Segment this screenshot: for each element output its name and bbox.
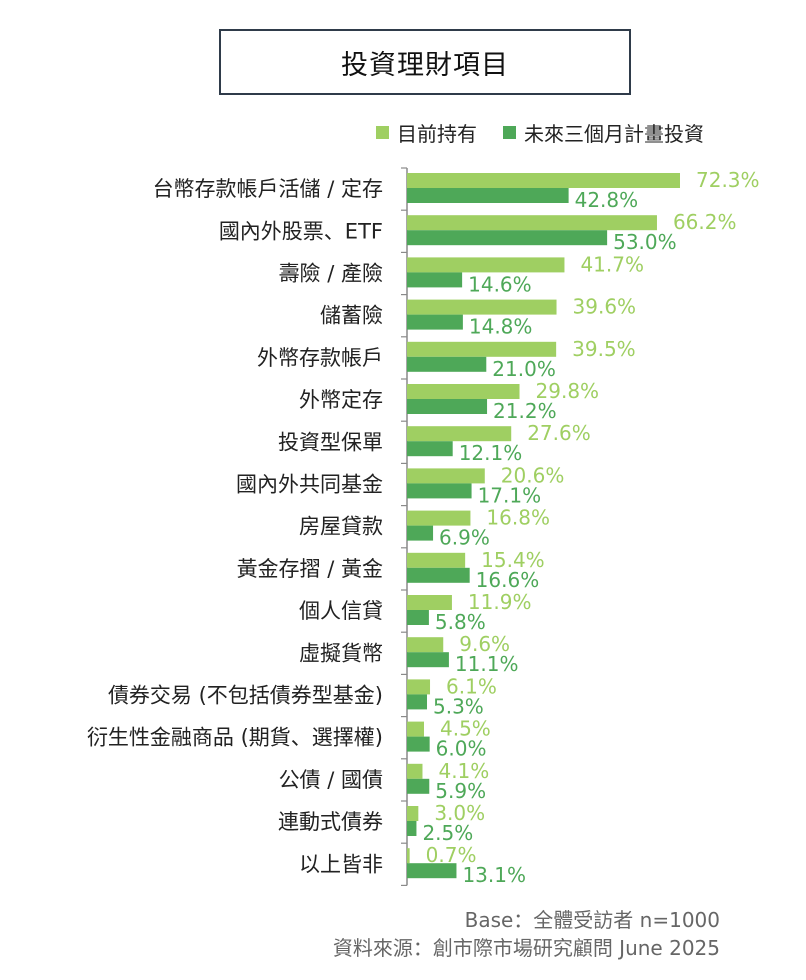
- data-label-planned: 42.8%: [575, 188, 639, 212]
- data-label-planned: 16.6%: [476, 568, 540, 592]
- bar-current: [407, 426, 512, 442]
- bar-current: [407, 257, 565, 273]
- bar-planned: [407, 441, 453, 457]
- data-label-planned: 17.1%: [478, 483, 542, 507]
- category-label: 外幣定存: [299, 388, 383, 412]
- bar-planned: [407, 778, 430, 794]
- bar-current: [407, 468, 485, 484]
- legend-label-planned: 未來三個月計畫投資: [524, 122, 704, 146]
- data-label-current: 27.6%: [527, 421, 591, 445]
- bar-current: [407, 848, 410, 864]
- bar-planned: [407, 483, 472, 499]
- data-label-current: 39.6%: [573, 295, 637, 319]
- footer-base: Base：全體受訪者 n=1000: [464, 908, 720, 932]
- data-label-planned: 21.2%: [493, 399, 557, 423]
- data-label-current: 39.5%: [572, 337, 636, 361]
- bar-current: [407, 384, 520, 399]
- bar-current: [407, 595, 452, 610]
- data-label-current: 15.4%: [481, 548, 545, 572]
- bar-planned: [407, 652, 449, 668]
- data-label-planned: 5.3%: [433, 694, 484, 718]
- data-label-current: 6.1%: [446, 674, 497, 698]
- bar-planned: [407, 399, 488, 414]
- bar-planned: [407, 694, 428, 710]
- data-label-planned: 2.5%: [422, 821, 473, 845]
- data-label-current: 4.5%: [440, 717, 491, 741]
- bar-chart: 台幣存款帳戶活儲 / 定存 72.3% 42.8% 國內外股票、ETF 66.2%53.…: [87, 167, 760, 887]
- data-label-planned: 12.1%: [459, 441, 523, 465]
- data-label-current: 4.1%: [438, 759, 489, 783]
- legend-swatch-current: [376, 126, 389, 139]
- bar-current: [407, 721, 424, 737]
- chart-title: 投資理財項目: [341, 49, 509, 81]
- chart-title-box: 投資理財項目: [219, 29, 631, 95]
- bar-current: [407, 215, 657, 231]
- category-label: 壽險 / 產險: [279, 262, 383, 286]
- bar-planned: [407, 610, 429, 625]
- data-label-current: 20.6%: [501, 463, 565, 487]
- bar-current: [407, 510, 471, 526]
- bar-planned: [407, 863, 457, 879]
- legend-swatch-planned: [503, 126, 516, 139]
- bar-planned: [407, 821, 417, 836]
- legend-item-current: 目前持有: [376, 118, 477, 147]
- bar-planned: [407, 356, 487, 372]
- data-label-current: 9.6%: [459, 632, 510, 656]
- bar-planned: [407, 230, 608, 246]
- data-label-current: 72.3%: [696, 168, 760, 192]
- data-label-planned: 13.1%: [462, 863, 526, 887]
- data-label-planned: 11.1%: [455, 652, 519, 676]
- data-label-current: 3.0%: [434, 801, 485, 825]
- data-label-planned: 14.6%: [468, 272, 532, 296]
- legend-item-planned: 未來三個月計畫投資: [503, 118, 704, 147]
- bar-current: [407, 806, 419, 821]
- bar-planned: [407, 272, 463, 288]
- data-label-current: 66.2%: [673, 210, 737, 234]
- category-label: 國內外共同基金: [236, 473, 383, 497]
- data-label-current: 41.7%: [580, 252, 644, 276]
- category-label: 投資型保單: [278, 430, 383, 454]
- legend-label-current: 目前持有: [397, 122, 477, 146]
- footer-source: 資料來源：創市際市場研究顧問 June 2025: [332, 936, 720, 960]
- bar-current: [407, 299, 557, 315]
- bar-planned: [407, 188, 569, 203]
- category-label: 公債 / 國債: [279, 768, 383, 792]
- data-label-current: 11.9%: [468, 590, 532, 614]
- category-label: 以上皆非: [299, 852, 383, 876]
- bar-current: [407, 552, 466, 568]
- chart-legend: 目前持有 未來三個月計畫投資: [376, 118, 720, 147]
- category-label: 外幣存款帳戶: [257, 346, 383, 370]
- bar-current: [407, 763, 423, 779]
- bar-planned: [407, 736, 430, 752]
- data-label-planned: 14.8%: [469, 315, 533, 339]
- bar-planned: [407, 525, 434, 541]
- data-label-planned: 53.0%: [613, 230, 677, 254]
- bar-current: [407, 679, 431, 695]
- data-label-planned: 21.0%: [492, 357, 556, 381]
- category-label: 債券交易 (不包括債券型基金): [108, 684, 383, 708]
- category-label: 國內外股票、ETF: [219, 219, 383, 243]
- category-label: 連動式債券: [278, 810, 383, 834]
- bar-current: [407, 637, 444, 653]
- category-label: 個人信貸: [299, 599, 383, 623]
- bar-current: [407, 173, 680, 188]
- category-label: 黃金存摺 / 黃金: [237, 557, 383, 581]
- bar-planned: [407, 567, 470, 583]
- data-label-current: 29.8%: [536, 379, 600, 403]
- category-label: 衍生性金融商品 (期貨、選擇權): [87, 726, 383, 750]
- bar-planned: [407, 314, 463, 330]
- data-label-planned: 6.9%: [439, 526, 490, 550]
- category-label: 台幣存款帳戶活儲 / 定存: [153, 177, 383, 201]
- category-label: 儲蓄險: [320, 304, 383, 328]
- data-label-current: 16.8%: [486, 506, 550, 530]
- category-label: 虛擬貨幣: [299, 641, 383, 665]
- data-label-planned: 5.8%: [435, 610, 486, 634]
- bar-current: [407, 341, 557, 357]
- data-label-planned: 6.0%: [436, 737, 487, 761]
- category-label: 房屋貸款: [299, 515, 383, 539]
- data-label-planned: 5.9%: [435, 779, 486, 803]
